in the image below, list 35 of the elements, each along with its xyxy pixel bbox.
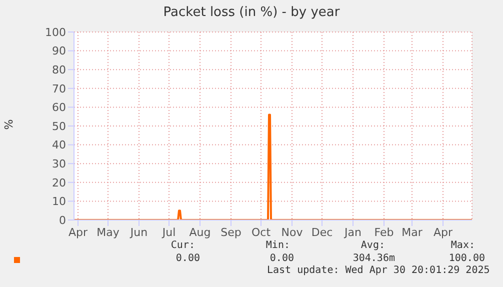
y-tick-label: 40 xyxy=(52,138,66,152)
y-tick-label: 60 xyxy=(52,101,66,114)
x-tick-label: Feb xyxy=(374,226,394,239)
y-tick-label: 50 xyxy=(52,120,66,133)
chart-title: Packet loss (in %) - by year xyxy=(162,5,341,20)
y-tick-label: 10 xyxy=(52,195,66,208)
x-tick-label: May xyxy=(96,226,120,239)
y-tick-label: 80 xyxy=(52,64,66,77)
y-tick-label: 20 xyxy=(52,176,66,190)
x-tick-label: Jul xyxy=(161,226,176,239)
x-tick-label: Jun xyxy=(129,226,148,239)
x-tick-label: Aug xyxy=(189,226,211,239)
text: 0.00 xyxy=(268,253,294,264)
x-tick-label: Oct xyxy=(251,226,272,239)
y-tick-label: 90 xyxy=(52,44,66,58)
x-tick-label: Dec xyxy=(311,226,333,239)
text: Avg: xyxy=(360,240,385,251)
x-tick-label: Nov xyxy=(281,226,304,239)
y-tick-label: 0 xyxy=(59,214,66,227)
x-tick-label: Sep xyxy=(220,226,242,239)
x-tick-label: Apr xyxy=(68,226,88,239)
text: 304.36m xyxy=(352,253,395,264)
text: Max: xyxy=(450,240,475,251)
x-tick-label: Mar xyxy=(402,226,423,239)
text: Last update: Wed Apr 30 20:01:29 2025 xyxy=(267,265,490,276)
text: 100.00 xyxy=(448,253,485,264)
y-tick-label: 100 xyxy=(45,26,66,39)
x-tick-label: Apr xyxy=(433,226,453,239)
y-tick-label: 70 xyxy=(52,82,66,96)
text: 0.00 xyxy=(174,253,200,264)
y-tick-label: 30 xyxy=(52,158,66,171)
text: Cur: xyxy=(170,240,195,251)
text: Min: xyxy=(264,240,290,251)
x-tick-label: Jan xyxy=(344,226,362,239)
y-axis-title: % xyxy=(2,119,16,130)
